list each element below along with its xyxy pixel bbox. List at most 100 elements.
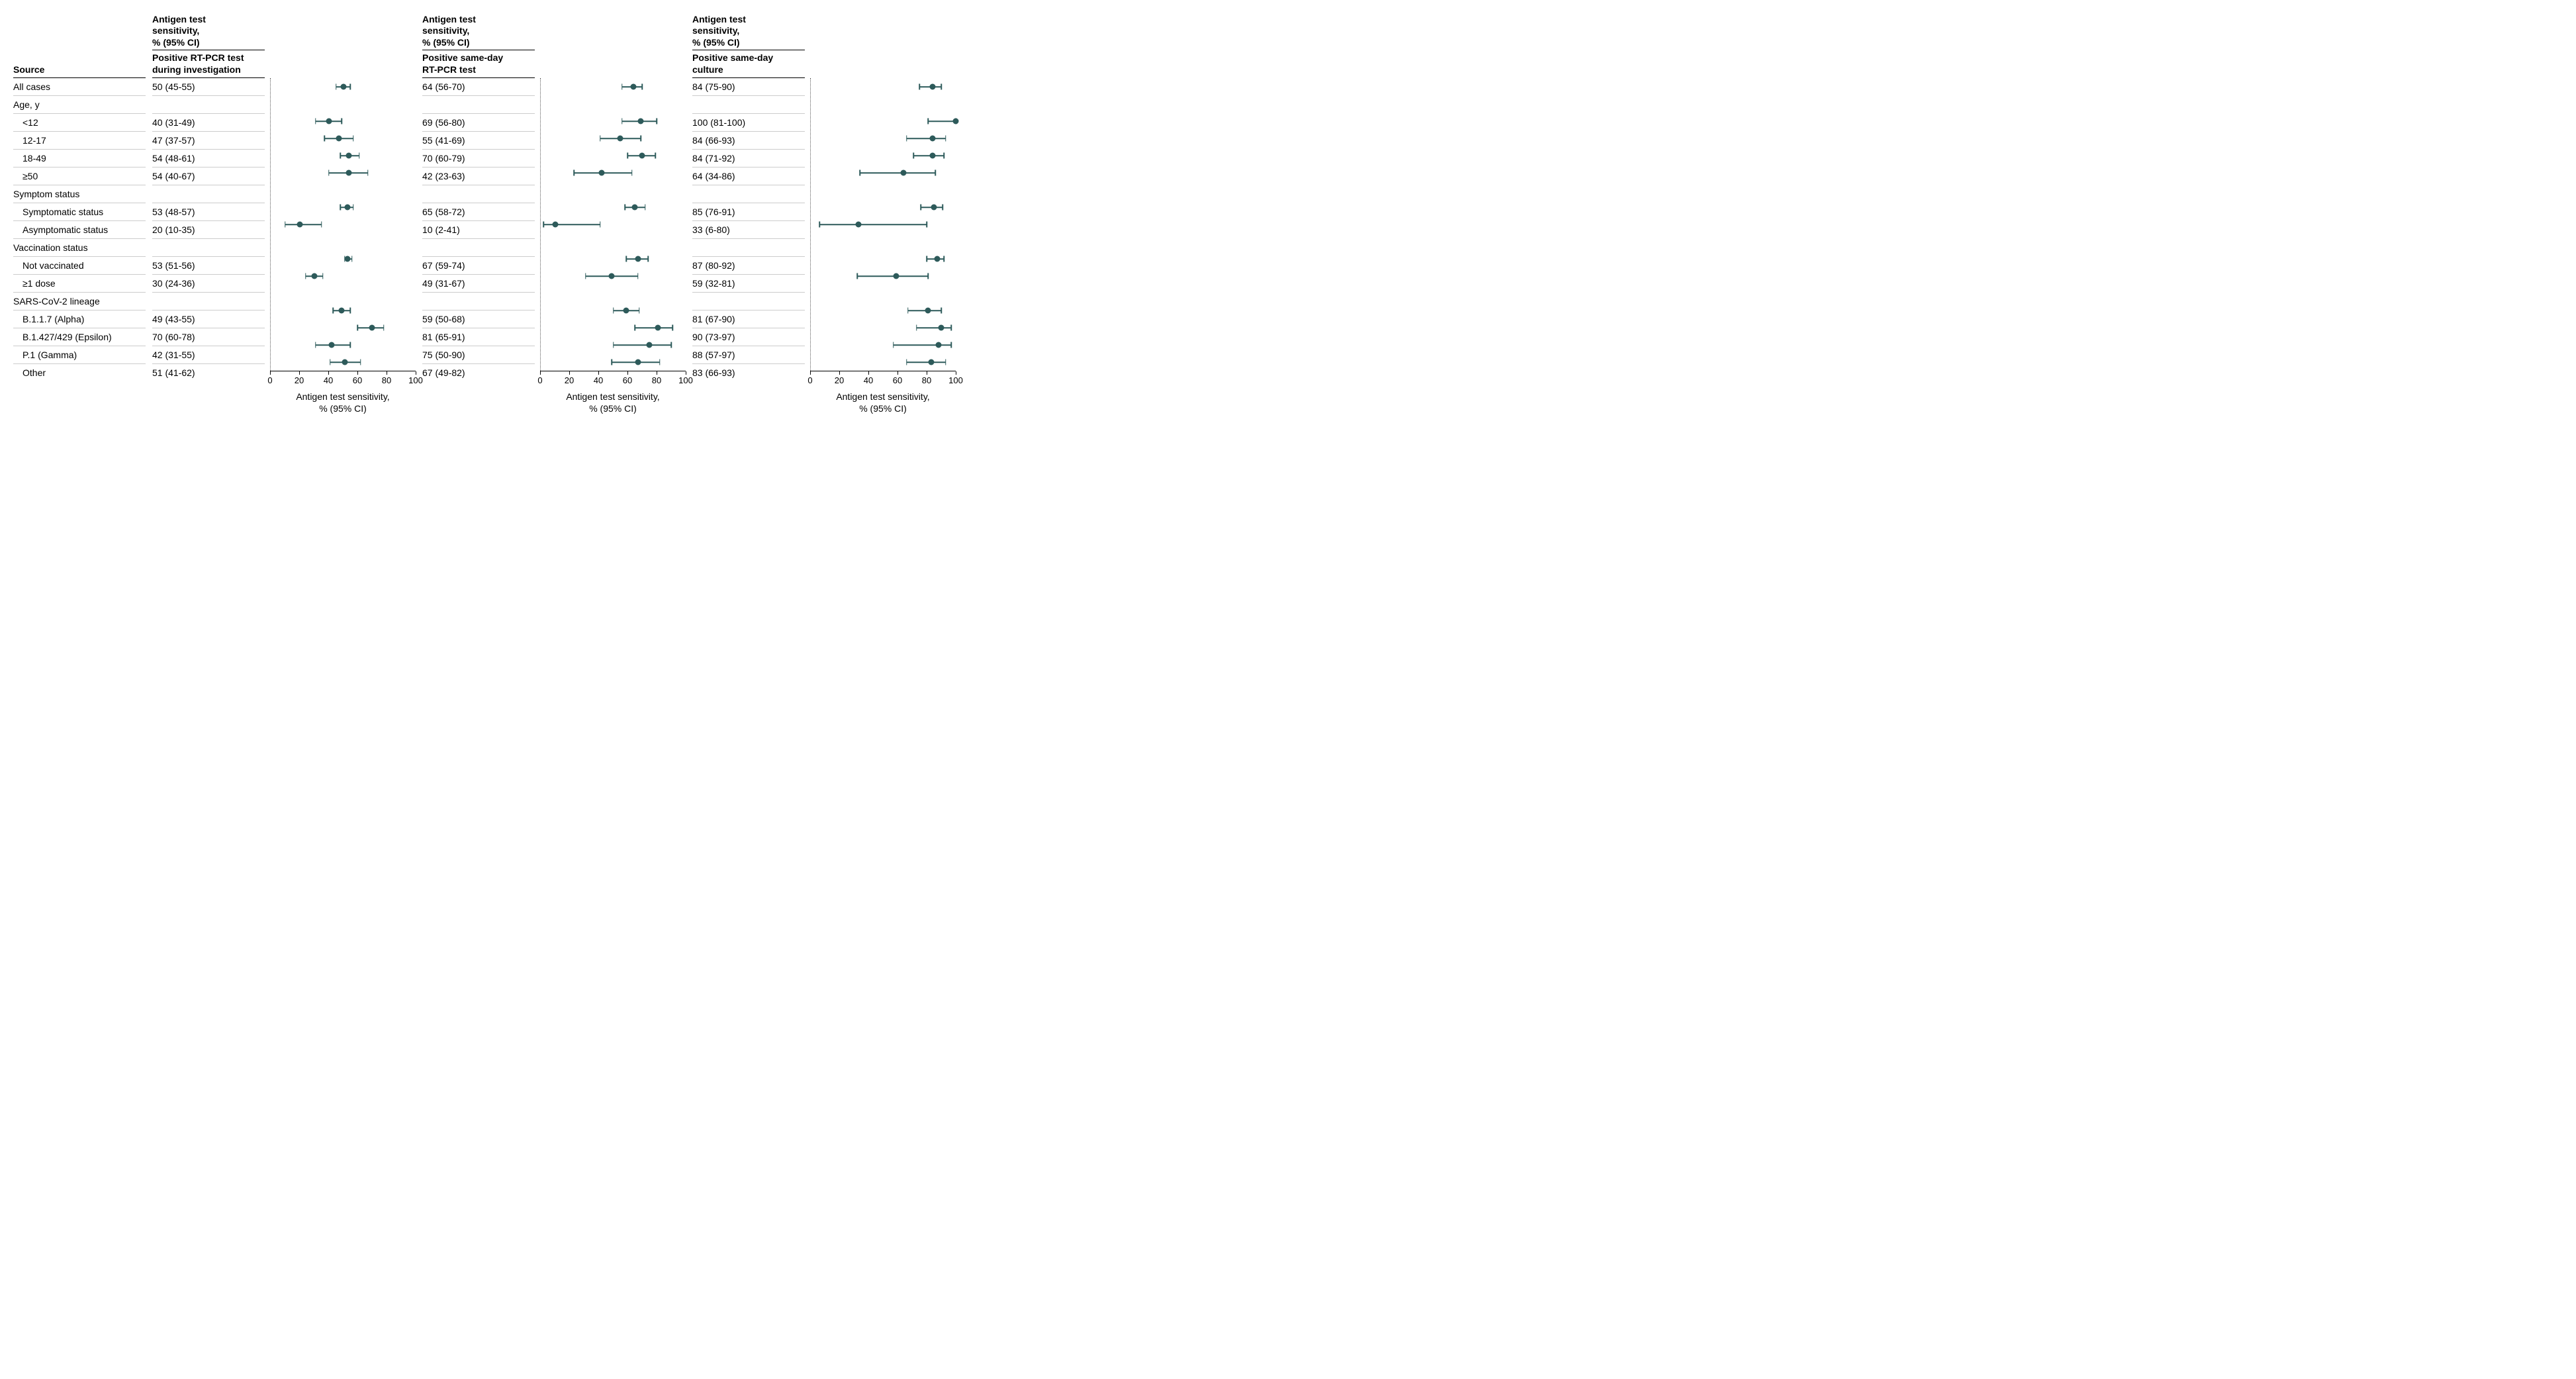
plot-row bbox=[811, 250, 956, 267]
error-cap-lo bbox=[856, 273, 858, 279]
point-marker bbox=[340, 84, 346, 90]
plot-row bbox=[541, 319, 686, 336]
plot-row bbox=[541, 95, 686, 113]
axis-tick bbox=[598, 371, 599, 375]
point-marker bbox=[326, 119, 332, 124]
error-cap-hi bbox=[645, 205, 646, 211]
error-cap-lo bbox=[819, 222, 820, 228]
value-cell: 100 (81-100) bbox=[692, 114, 805, 132]
point-marker bbox=[552, 222, 558, 228]
value-cell: 42 (31-55) bbox=[152, 346, 265, 364]
value-cell: 40 (31-49) bbox=[152, 114, 265, 132]
error-bar bbox=[285, 224, 322, 225]
point-marker bbox=[635, 256, 641, 262]
value-header-l1: Antigen test bbox=[422, 14, 476, 24]
group-label: Age, y bbox=[13, 96, 146, 114]
plot-row bbox=[541, 130, 686, 147]
error-cap-lo bbox=[336, 84, 337, 90]
plot-row bbox=[811, 302, 956, 319]
row-label: 12-17 bbox=[13, 132, 146, 150]
value-header-l1: Antigen test bbox=[692, 14, 746, 24]
value-cell: 42 (23-63) bbox=[422, 167, 535, 185]
value-header-l2: sensitivity, bbox=[422, 25, 469, 36]
plot-row bbox=[541, 181, 686, 199]
axis-tick-label: 40 bbox=[324, 375, 333, 385]
error-bar bbox=[907, 361, 946, 363]
row-label: Symptomatic status bbox=[13, 203, 146, 221]
point-marker bbox=[623, 308, 629, 314]
error-cap-lo bbox=[921, 205, 922, 211]
axis-tick bbox=[839, 371, 840, 375]
x-axis: 020406080100 bbox=[810, 371, 956, 390]
error-cap-hi bbox=[659, 359, 661, 365]
labels-header-spacer bbox=[13, 13, 146, 50]
plot-row bbox=[811, 113, 956, 130]
value-cell: 81 (65-91) bbox=[422, 328, 535, 346]
plot-row bbox=[541, 233, 686, 250]
error-bar bbox=[917, 327, 952, 328]
error-cap-lo bbox=[574, 170, 575, 176]
plot-row bbox=[271, 267, 416, 285]
error-cap-hi bbox=[640, 136, 641, 142]
axis-title-l1: Antigen test sensitivity, bbox=[836, 391, 929, 402]
axis-tick bbox=[569, 371, 570, 375]
plot-row bbox=[271, 354, 416, 371]
row-label: <12 bbox=[13, 114, 146, 132]
value-cell: 83 (66-93) bbox=[692, 364, 805, 381]
point-marker bbox=[635, 359, 641, 365]
axis-tick-label: 100 bbox=[948, 375, 963, 385]
plot-row bbox=[541, 285, 686, 302]
axis-tick-label: 80 bbox=[922, 375, 931, 385]
point-marker bbox=[369, 325, 375, 331]
plot-row bbox=[271, 233, 416, 250]
plot-row bbox=[811, 233, 956, 250]
point-marker bbox=[631, 84, 637, 90]
value-header-l3: % (95% CI) bbox=[422, 37, 470, 48]
plot-row bbox=[541, 164, 686, 181]
value-cell: 47 (37-57) bbox=[152, 132, 265, 150]
error-cap-lo bbox=[621, 119, 623, 124]
error-cap-hi bbox=[350, 308, 351, 314]
value-cell: 64 (34-86) bbox=[692, 167, 805, 185]
subheader-l1: Positive RT-PCR test bbox=[152, 52, 244, 63]
x-axis: 020406080100 bbox=[540, 371, 686, 390]
value-column: Antigen testsensitivity,% (95% CI)Positi… bbox=[692, 13, 805, 414]
error-cap-hi bbox=[600, 222, 601, 228]
group-label: Symptom status bbox=[13, 185, 146, 203]
plot-row bbox=[541, 267, 686, 285]
plot-row bbox=[811, 267, 956, 285]
axis-tick-label: 60 bbox=[623, 375, 632, 385]
axis-tick bbox=[810, 371, 811, 375]
error-cap-lo bbox=[624, 205, 625, 211]
axis-tick-label: 40 bbox=[594, 375, 603, 385]
error-cap-hi bbox=[944, 153, 945, 159]
plot-row bbox=[271, 285, 416, 302]
value-header-l3: % (95% CI) bbox=[152, 37, 200, 48]
error-cap-lo bbox=[315, 119, 316, 124]
forest-panel: Antigen testsensitivity,% (95% CI)Positi… bbox=[146, 13, 416, 414]
plot-row bbox=[541, 113, 686, 130]
error-cap-hi bbox=[672, 325, 674, 331]
plot-area bbox=[270, 78, 416, 371]
axis-tick-label: 20 bbox=[835, 375, 844, 385]
value-subheader: Positive same-dayRT-PCR test bbox=[422, 50, 535, 78]
value-cell bbox=[422, 239, 535, 257]
point-marker bbox=[931, 205, 937, 211]
point-marker bbox=[311, 273, 317, 279]
point-marker bbox=[345, 256, 351, 262]
error-cap-hi bbox=[342, 119, 343, 124]
error-cap-lo bbox=[315, 342, 316, 348]
value-cell: 10 (2-41) bbox=[422, 221, 535, 239]
value-cell: 75 (50-90) bbox=[422, 346, 535, 364]
error-cap-hi bbox=[353, 205, 354, 211]
value-cell bbox=[692, 96, 805, 114]
error-cap-lo bbox=[635, 325, 636, 331]
plot-header-spacer bbox=[270, 13, 416, 50]
error-cap-hi bbox=[951, 342, 952, 348]
axis-title-l2: % (95% CI) bbox=[319, 403, 367, 414]
value-cell bbox=[692, 239, 805, 257]
value-cell: 70 (60-78) bbox=[152, 328, 265, 346]
error-cap-hi bbox=[637, 273, 639, 279]
plot-row bbox=[271, 302, 416, 319]
error-cap-lo bbox=[893, 342, 894, 348]
